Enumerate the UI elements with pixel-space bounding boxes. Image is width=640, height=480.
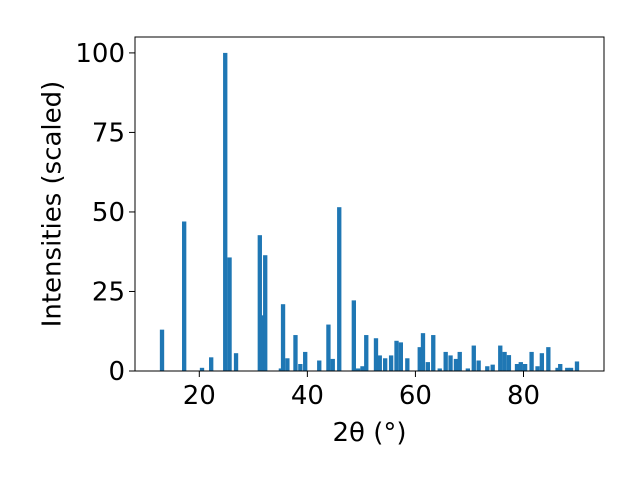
bar xyxy=(373,338,379,371)
bar xyxy=(377,355,382,371)
bar xyxy=(257,235,262,371)
bar xyxy=(285,358,290,371)
bar xyxy=(298,364,303,371)
bar xyxy=(514,364,520,371)
bar xyxy=(209,357,214,371)
bar xyxy=(317,360,322,371)
x-axis: 20 40 60 80 xyxy=(183,371,540,411)
bar xyxy=(355,368,361,371)
bar xyxy=(471,345,476,371)
bar xyxy=(159,329,165,371)
bar xyxy=(565,367,570,371)
x-tick-label: 20 xyxy=(183,381,216,411)
x-tick-label: 80 xyxy=(507,381,540,411)
bar xyxy=(388,355,394,371)
bar xyxy=(529,351,534,371)
bar xyxy=(425,362,431,371)
bar xyxy=(233,353,239,371)
bar xyxy=(293,335,298,371)
bar xyxy=(263,255,268,371)
y-tick-label: 0 xyxy=(108,357,125,387)
bar xyxy=(330,358,335,371)
bar-series xyxy=(159,52,580,372)
bar xyxy=(574,361,580,371)
bar xyxy=(280,304,286,371)
bar xyxy=(453,358,459,371)
bar xyxy=(502,351,507,371)
bar xyxy=(457,351,462,371)
bar xyxy=(485,366,490,371)
bar xyxy=(535,366,540,371)
x-tick-label: 40 xyxy=(291,381,324,411)
bar xyxy=(337,207,342,371)
bar xyxy=(568,367,574,371)
bar xyxy=(420,333,426,371)
plot-frame xyxy=(134,36,605,372)
bar xyxy=(431,335,436,371)
bar xyxy=(476,360,481,371)
bar xyxy=(443,351,448,371)
bar xyxy=(364,335,369,371)
bar xyxy=(394,340,399,371)
y-tick-label: 75 xyxy=(92,118,125,148)
bar xyxy=(437,368,442,371)
bar xyxy=(498,345,503,371)
bar xyxy=(199,367,205,371)
bar xyxy=(259,315,265,371)
bar xyxy=(448,355,453,371)
bar xyxy=(398,342,403,371)
y-tick-label: 100 xyxy=(75,39,125,69)
y-tick-label: 50 xyxy=(92,198,125,228)
bar xyxy=(360,366,365,371)
bar xyxy=(546,347,551,371)
bar xyxy=(326,324,331,371)
bar xyxy=(539,353,545,371)
y-axis-label: Intensities (scaled) xyxy=(38,81,68,328)
bar xyxy=(465,368,470,371)
bar xyxy=(490,364,495,371)
bar xyxy=(522,364,528,371)
bar xyxy=(555,367,560,371)
bar xyxy=(518,362,523,371)
y-tick-label: 25 xyxy=(92,277,125,307)
y-axis: 0 25 50 75 100 xyxy=(75,39,135,387)
bar xyxy=(223,52,228,372)
bar xyxy=(351,300,356,371)
bar xyxy=(383,358,388,371)
bar xyxy=(558,364,563,371)
x-axis-label: 2θ (°) xyxy=(332,418,406,448)
x-tick-label: 60 xyxy=(399,381,432,411)
bar xyxy=(182,221,187,371)
bar xyxy=(506,355,512,371)
bar xyxy=(303,351,308,371)
bar xyxy=(405,358,410,371)
bar xyxy=(227,257,232,371)
bar xyxy=(417,347,422,371)
